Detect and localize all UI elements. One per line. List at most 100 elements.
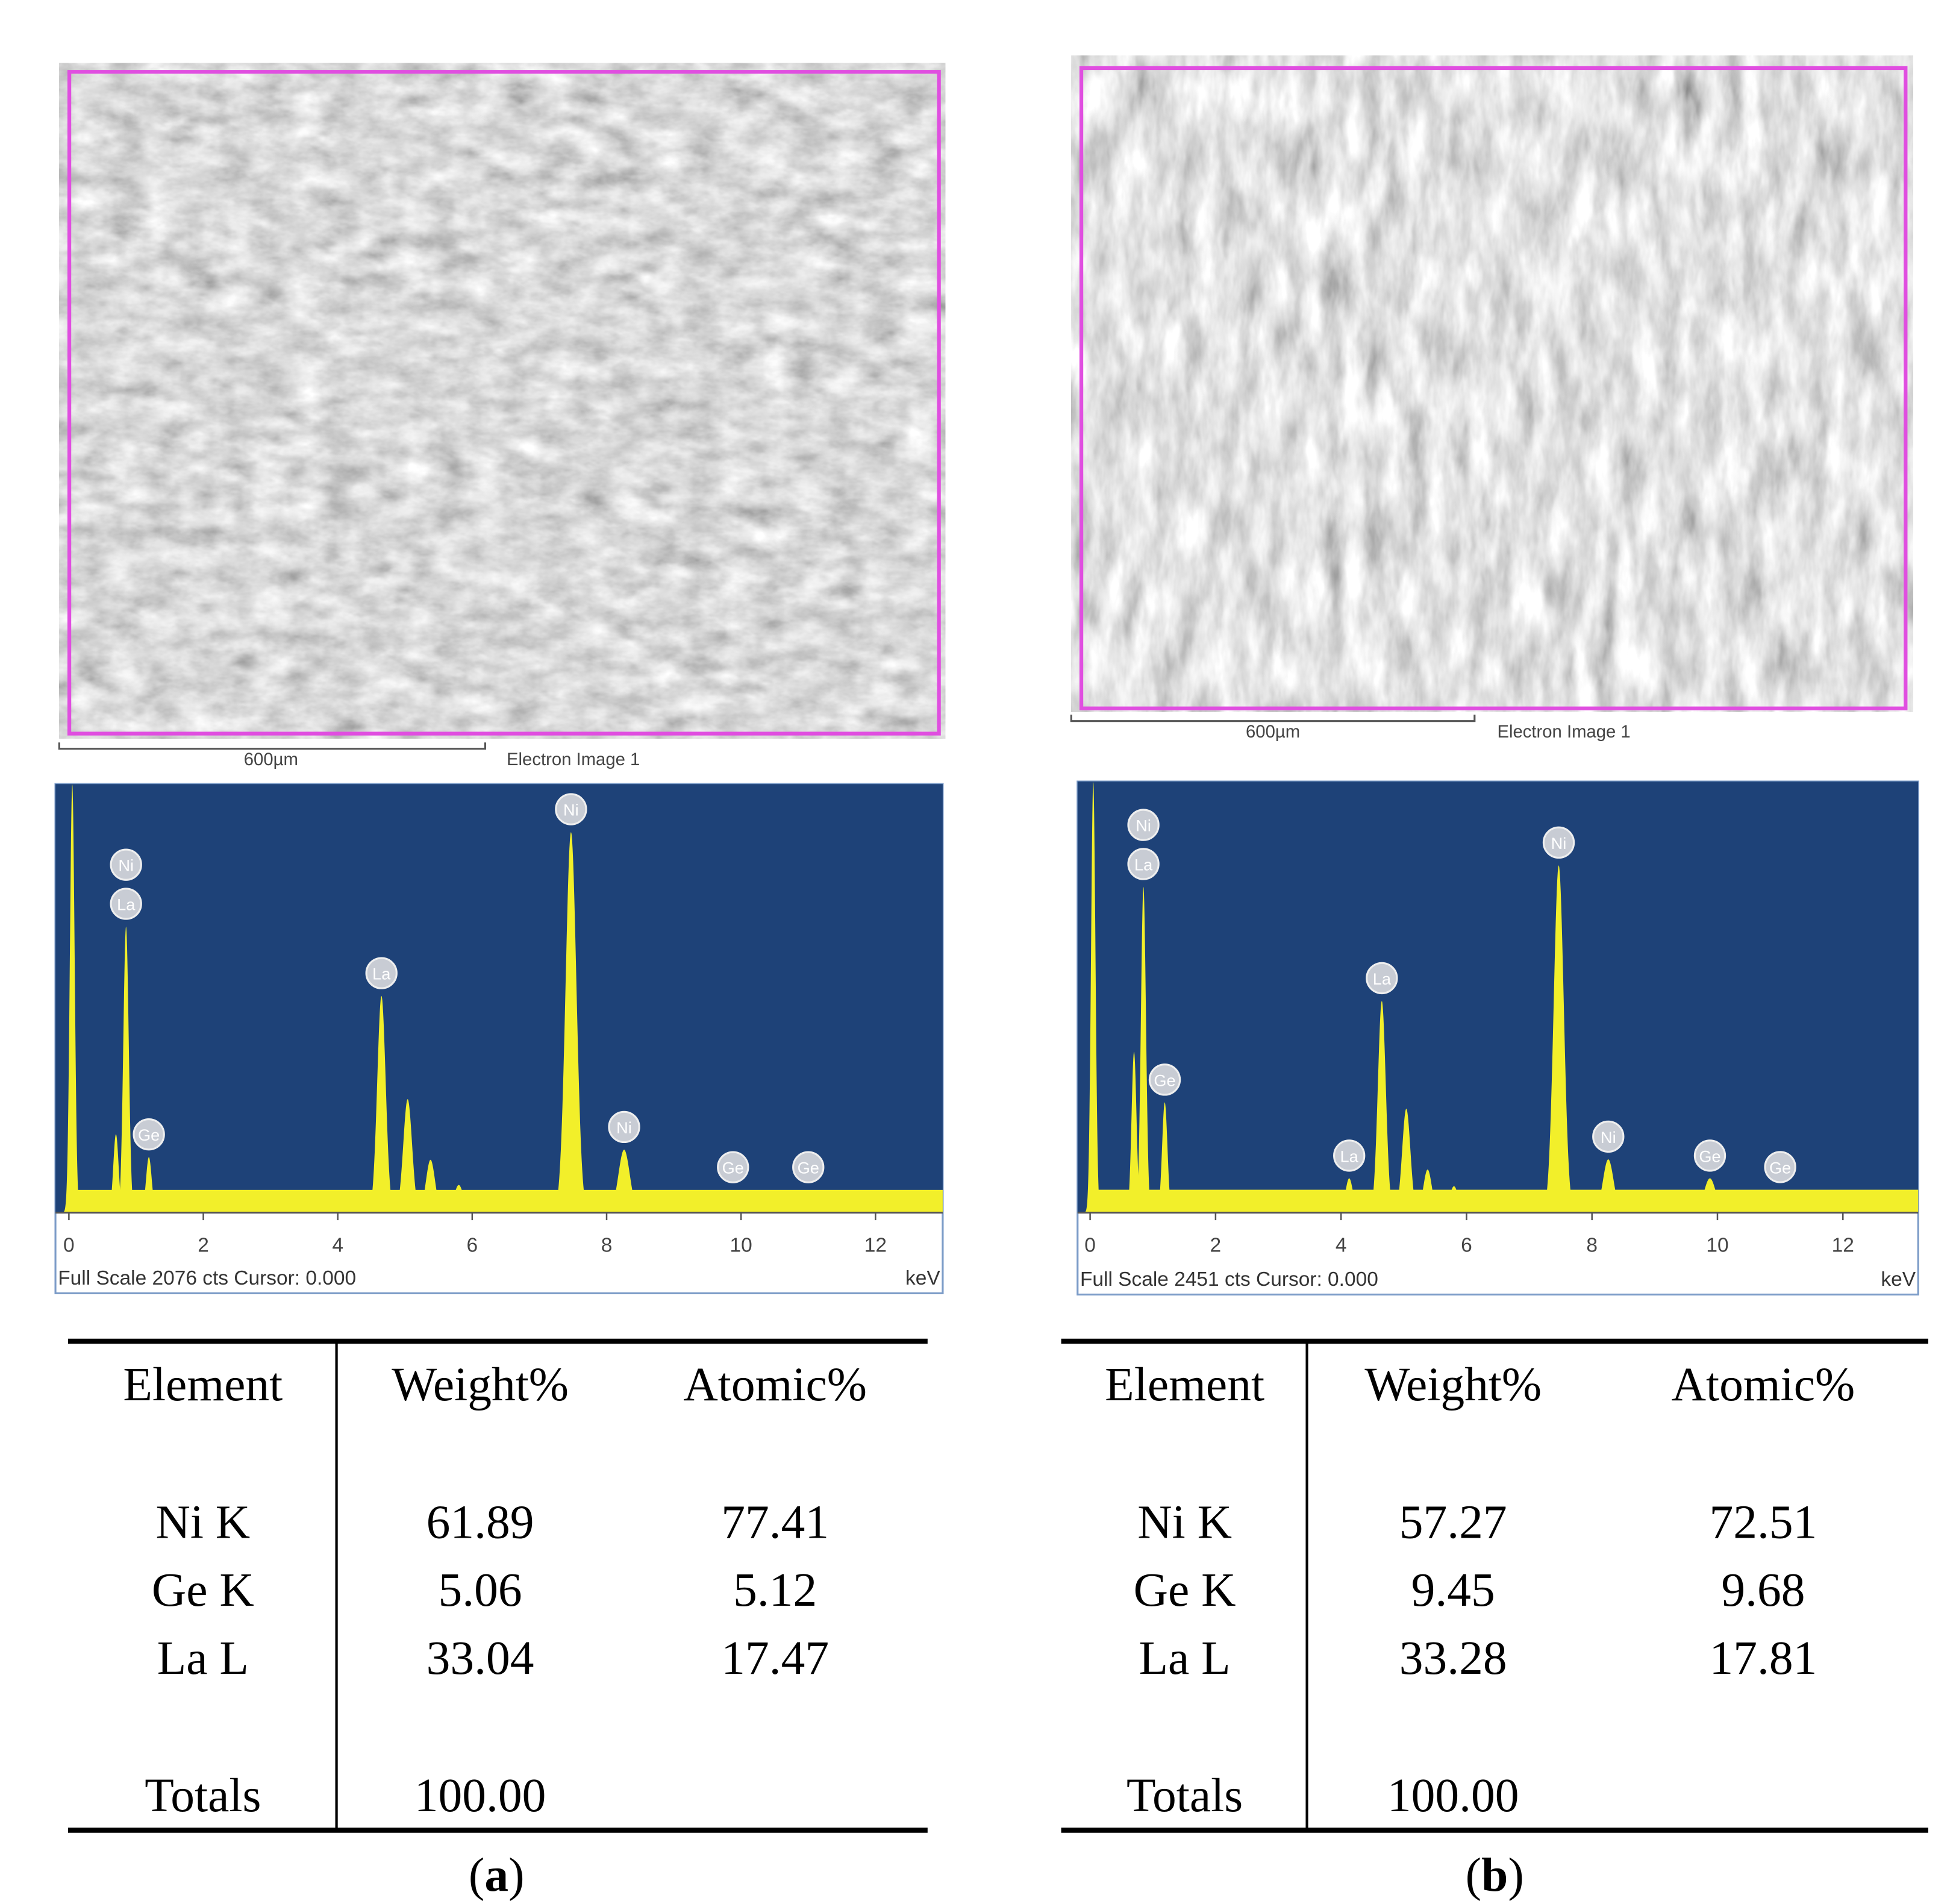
peak-label-bubble xyxy=(555,793,587,825)
x-tick-label: 0 xyxy=(63,1234,75,1256)
spectrum-peak xyxy=(1410,1169,1445,1213)
spectrum-peak xyxy=(105,1134,127,1213)
peak-label-bubble xyxy=(133,1118,165,1151)
image-caption: Electron Image 1 xyxy=(507,750,640,769)
spectrum-peak xyxy=(1334,1178,1364,1213)
full-scale-label: Full Scale 2451 cts Cursor: 0.000 xyxy=(1080,1268,1378,1291)
spectrum-peak xyxy=(364,995,399,1213)
table-cell: 5.06 xyxy=(439,1564,522,1617)
table-cell: Ge K xyxy=(1134,1564,1236,1617)
table-cell: Ge K xyxy=(152,1564,254,1617)
scale-bar xyxy=(58,742,487,750)
peak-label: La xyxy=(1340,1147,1359,1165)
peak-label: Ge xyxy=(722,1159,744,1177)
spectrum-peak xyxy=(1154,1102,1176,1213)
spectrum-peak xyxy=(1755,1191,1806,1213)
table-cell: 9.68 xyxy=(1721,1564,1805,1617)
scale-bar-label: 600µm xyxy=(1246,722,1300,742)
spectrum-peak xyxy=(440,1185,478,1213)
panel-caption: (b) xyxy=(1466,1849,1524,1902)
table-cell: 77.41 xyxy=(721,1495,829,1549)
spectrum-peak xyxy=(115,926,137,1213)
caption-part: a xyxy=(484,1849,508,1902)
sem-image xyxy=(1071,55,1913,712)
spectrum-peak xyxy=(1133,886,1154,1213)
spectrum-background xyxy=(1090,1189,1919,1213)
table-cell: Atomic% xyxy=(1672,1358,1855,1411)
spectrum-peak xyxy=(1587,1159,1630,1213)
table-cell: 17.47 xyxy=(721,1632,829,1685)
x-tick-label: 4 xyxy=(1336,1234,1347,1256)
peak-label-bubble xyxy=(1764,1151,1796,1183)
peak-label-bubble xyxy=(1333,1139,1366,1172)
sem-image xyxy=(59,63,946,739)
table-cell: 72.51 xyxy=(1709,1495,1817,1549)
peak-label-bubble xyxy=(1127,848,1160,880)
selection-box xyxy=(1079,66,1908,710)
image-caption: Electron Image 1 xyxy=(1497,722,1630,742)
peak-label: Ni xyxy=(1601,1128,1616,1147)
table-cell: Element xyxy=(123,1358,283,1411)
spectrum-peak xyxy=(549,831,593,1213)
table-cell: La L xyxy=(157,1632,249,1685)
table-cell: 57.27 xyxy=(1399,1495,1507,1549)
spectrum-peak xyxy=(137,1157,160,1213)
spectrum-background xyxy=(69,1189,943,1213)
caption-part: ( xyxy=(1466,1849,1481,1902)
peak-label: Ni xyxy=(1136,816,1151,835)
x-unit-label: keV xyxy=(1881,1268,1916,1291)
peak-label: Ge xyxy=(1154,1071,1175,1089)
spectrum-plot-area xyxy=(55,784,943,1213)
table-cell: Atomic% xyxy=(683,1358,867,1411)
peak-label-bubble xyxy=(110,848,142,881)
x-tick-label: 0 xyxy=(1084,1234,1096,1256)
peak-label: La xyxy=(1134,855,1153,874)
x-tick-label: 2 xyxy=(198,1234,209,1256)
spectrum-peak xyxy=(1124,1051,1144,1213)
peak-label-bubble xyxy=(608,1110,640,1144)
table-cell: 33.28 xyxy=(1399,1632,1507,1685)
x-tick-label: 10 xyxy=(1706,1234,1728,1256)
table-cell: Ni K xyxy=(155,1495,250,1549)
x-tick-label: 10 xyxy=(730,1234,752,1256)
table-cell: Element xyxy=(1105,1358,1264,1411)
full-scale-label: Full Scale 2076 cts Cursor: 0.000 xyxy=(58,1267,356,1289)
x-tick-label: 8 xyxy=(1586,1234,1598,1256)
table-cell: 100.00 xyxy=(414,1769,546,1822)
peak-label-bubble xyxy=(1542,826,1575,859)
spectrum-plot-area xyxy=(1077,781,1919,1213)
peak-label-bubble xyxy=(792,1151,825,1183)
table-cell: Totals xyxy=(1126,1769,1243,1822)
spectrum-peak xyxy=(1539,865,1579,1213)
x-tick-label: 6 xyxy=(467,1234,478,1256)
caption-part: ) xyxy=(1508,1849,1523,1902)
table-cell: 100.00 xyxy=(1387,1769,1519,1822)
spectrum-peak xyxy=(707,1197,758,1213)
scale-bar xyxy=(1070,715,1476,722)
caption-part: ( xyxy=(469,1849,484,1902)
peak-label-bubble xyxy=(365,957,398,989)
table-cell: La L xyxy=(1139,1632,1230,1685)
peak-label-bubble xyxy=(1693,1139,1726,1172)
selection-box xyxy=(67,70,941,736)
peak-label: Ge xyxy=(138,1126,160,1144)
peak-label: La xyxy=(372,965,391,983)
table-cell: Weight% xyxy=(392,1358,569,1411)
table-cell: Totals xyxy=(145,1769,261,1822)
spectrum-peak xyxy=(412,1159,449,1213)
table-cell: 9.45 xyxy=(1411,1564,1495,1617)
spectrum-peak xyxy=(1686,1178,1734,1213)
spectrum-peak xyxy=(601,1150,647,1213)
peak-label: Ni xyxy=(1551,834,1567,853)
x-unit-label: keV xyxy=(905,1267,940,1289)
peak-label-bubble xyxy=(717,1151,749,1183)
spectrum-peak xyxy=(63,784,82,1213)
peak-label: Ni xyxy=(118,856,134,875)
table-cell: Weight% xyxy=(1364,1358,1542,1411)
caption-part: b xyxy=(1481,1849,1508,1902)
x-tick-label: 12 xyxy=(864,1234,887,1256)
peak-label: Ni xyxy=(616,1118,632,1137)
x-tick-label: 4 xyxy=(332,1234,343,1256)
